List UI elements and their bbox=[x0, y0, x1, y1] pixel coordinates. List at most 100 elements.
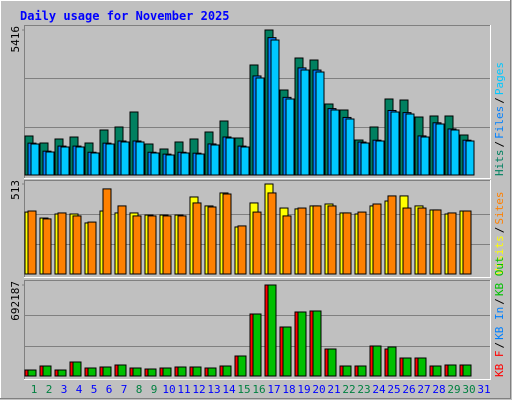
bar bbox=[285, 98, 295, 176]
x-tick-label: 30 bbox=[462, 383, 475, 396]
x-tick-label: 17 bbox=[267, 383, 280, 396]
x-tick-label: 7 bbox=[121, 383, 128, 396]
bar bbox=[405, 113, 415, 176]
x-tick-label: 23 bbox=[357, 383, 370, 396]
bar bbox=[417, 207, 427, 275]
x-tick-label: 26 bbox=[402, 383, 415, 396]
bar bbox=[42, 365, 52, 377]
bar bbox=[222, 193, 232, 275]
y-tick-label: 513 bbox=[9, 180, 22, 200]
bar bbox=[282, 326, 292, 377]
legend-entry: Visits bbox=[493, 235, 506, 275]
bar bbox=[345, 118, 355, 176]
bar bbox=[237, 225, 247, 275]
bar bbox=[105, 143, 115, 176]
bar bbox=[372, 345, 382, 377]
legend-separator: / bbox=[493, 97, 506, 104]
bar bbox=[315, 71, 325, 176]
bar bbox=[312, 205, 322, 275]
y-tick-label: 5416 bbox=[9, 26, 22, 53]
bar bbox=[60, 146, 70, 176]
bar bbox=[447, 364, 457, 377]
bar bbox=[327, 348, 337, 377]
bar bbox=[120, 141, 130, 176]
bar bbox=[195, 153, 205, 176]
bar bbox=[435, 123, 445, 176]
bar bbox=[270, 39, 280, 176]
legend-entry: Pages bbox=[493, 62, 506, 95]
legend-entry: KB Out bbox=[493, 256, 506, 296]
x-tick-label: 29 bbox=[447, 383, 460, 396]
bar bbox=[72, 361, 82, 377]
x-tick-label: 5 bbox=[91, 383, 98, 396]
bar bbox=[252, 313, 262, 377]
bar bbox=[135, 141, 145, 176]
bar bbox=[402, 357, 412, 377]
bar bbox=[417, 357, 427, 377]
bar bbox=[30, 143, 40, 176]
bar bbox=[27, 369, 37, 377]
legend-separator: / bbox=[493, 298, 506, 305]
legend-entry: Files bbox=[493, 106, 506, 139]
bar bbox=[132, 367, 142, 377]
bar bbox=[57, 212, 67, 275]
bar bbox=[102, 366, 112, 377]
bar bbox=[312, 310, 322, 377]
bar bbox=[45, 151, 55, 176]
legend-entry: KB F bbox=[493, 351, 506, 378]
bar bbox=[90, 152, 100, 176]
bar bbox=[330, 109, 340, 176]
bar bbox=[210, 144, 220, 176]
bar bbox=[465, 140, 475, 176]
bar bbox=[147, 368, 157, 377]
bar bbox=[180, 152, 190, 176]
bar bbox=[462, 210, 472, 275]
bar bbox=[237, 355, 247, 377]
bar bbox=[162, 215, 172, 275]
legend-separator: / bbox=[493, 141, 506, 148]
legend-entry: Hits bbox=[493, 150, 506, 177]
bar bbox=[342, 212, 352, 275]
x-tick-label: 20 bbox=[312, 383, 325, 396]
bar bbox=[432, 365, 442, 377]
bar bbox=[402, 207, 412, 275]
bar bbox=[420, 136, 430, 176]
bar bbox=[177, 366, 187, 377]
x-tick-label: 9 bbox=[151, 383, 158, 396]
x-tick-label: 24 bbox=[372, 383, 386, 396]
bar bbox=[255, 77, 265, 176]
x-tick-label: 11 bbox=[177, 383, 190, 396]
x-tick-label: 4 bbox=[76, 383, 83, 396]
x-tick-label: 14 bbox=[222, 383, 236, 396]
bar bbox=[372, 203, 382, 275]
bar bbox=[357, 365, 367, 377]
bar bbox=[357, 211, 367, 275]
bar bbox=[27, 210, 37, 275]
bar bbox=[147, 215, 157, 275]
x-tick-label: 3 bbox=[61, 383, 68, 396]
x-tick-label: 12 bbox=[192, 383, 205, 396]
bar bbox=[222, 365, 232, 377]
bar bbox=[375, 140, 385, 176]
bar bbox=[132, 215, 142, 275]
bar bbox=[192, 366, 202, 377]
bar bbox=[225, 137, 235, 176]
bar bbox=[87, 221, 97, 275]
bar bbox=[150, 152, 160, 176]
x-tick-label: 1 bbox=[31, 383, 38, 396]
legend-separator: / bbox=[493, 342, 506, 349]
x-tick-label: 18 bbox=[282, 383, 295, 396]
y-tick-label: 692187 bbox=[9, 281, 22, 321]
x-tick-label: 10 bbox=[162, 383, 175, 396]
bar bbox=[165, 154, 175, 176]
bar bbox=[267, 284, 277, 377]
x-tick-label: 31 bbox=[477, 383, 490, 396]
bar bbox=[297, 311, 307, 377]
x-tick-label: 19 bbox=[297, 383, 310, 396]
x-tick-label: 21 bbox=[327, 383, 340, 396]
bar bbox=[390, 111, 400, 176]
bar bbox=[450, 129, 460, 176]
legend-entry: KB In bbox=[493, 307, 506, 340]
bar bbox=[267, 192, 277, 275]
bar bbox=[282, 215, 292, 275]
